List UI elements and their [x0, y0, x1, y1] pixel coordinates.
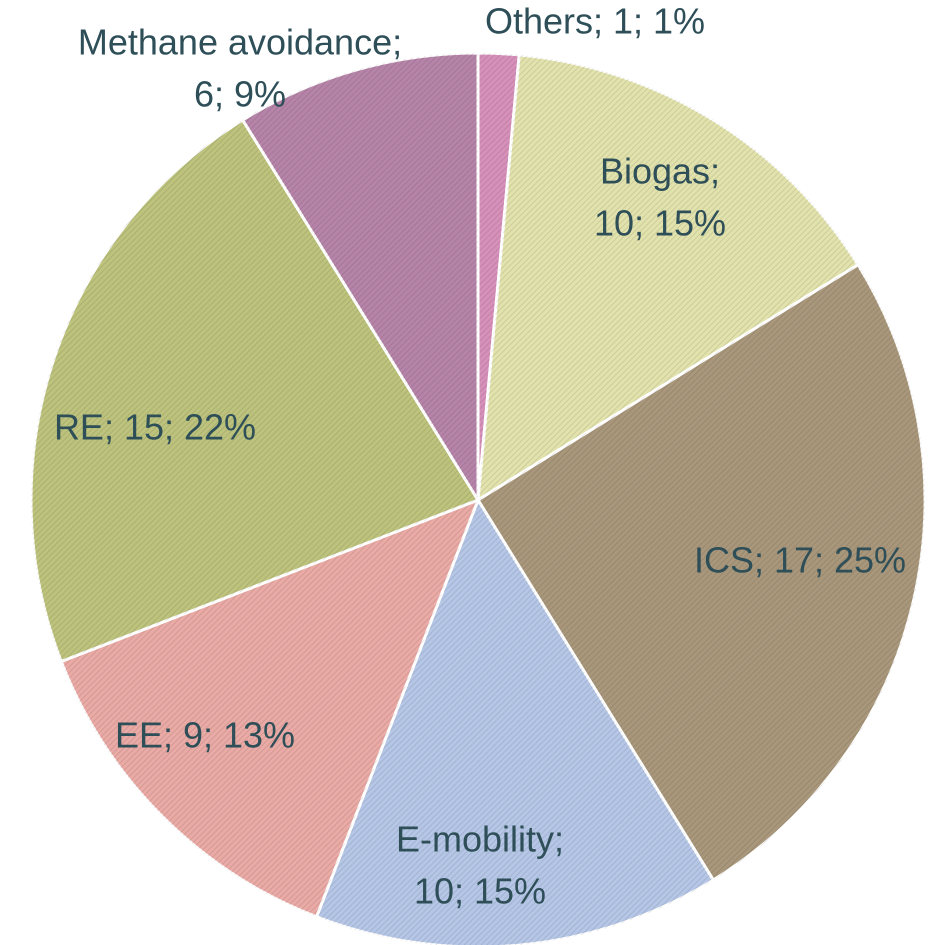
data-label: 10; 15%	[414, 871, 546, 912]
labels: Others; 1; 1% Biogas; 10; 15% ICS; 17; 25% E…	[54, 1, 906, 912]
slice-texture	[478, 54, 859, 500]
slice-group	[476, 53, 861, 503]
slice-texture	[61, 500, 479, 917]
data-label: Biogas;	[600, 151, 720, 192]
data-label: EE; 9; 13%	[115, 715, 295, 756]
slice-texture	[242, 52, 478, 500]
slice-group	[29, 117, 481, 664]
slice-group	[59, 497, 481, 919]
slice-group	[475, 262, 927, 883]
slice-group	[240, 51, 480, 506]
slice-texture	[316, 500, 714, 945]
data-label: 10; 15%	[594, 203, 726, 244]
data-label: E-mobility;	[396, 819, 564, 860]
data-label: ICS; 17; 25%	[694, 540, 906, 581]
slice-texture	[30, 119, 479, 662]
data-label: Others; 1; 1%	[485, 1, 705, 42]
data-label: Methane avoidance;	[78, 22, 402, 63]
data-label: 6; 9%	[194, 74, 286, 115]
slice-texture	[478, 264, 926, 881]
pie	[29, 51, 927, 945]
slice-group	[314, 496, 716, 945]
data-label: RE; 15; 22%	[54, 407, 256, 448]
